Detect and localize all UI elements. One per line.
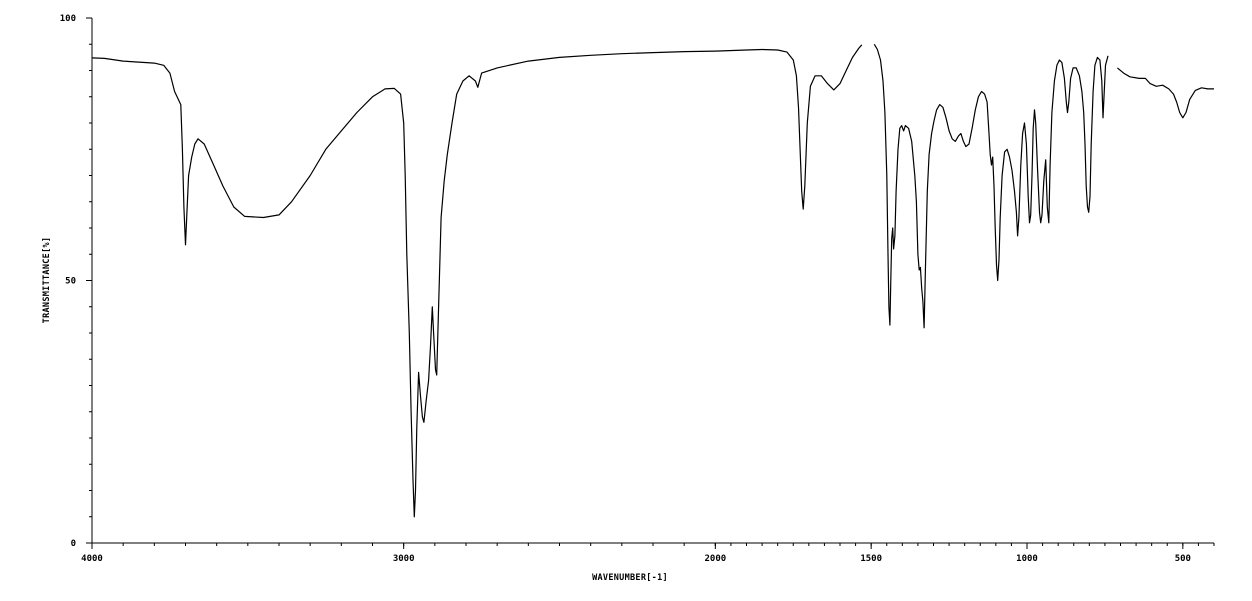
y-axis-title: TRANSMITTANCE[%]: [42, 237, 52, 324]
x-tick-label: 1000: [1016, 554, 1038, 564]
y-tick-label: 50: [65, 277, 76, 287]
axes: [89, 17, 1215, 546]
x-tick-labels: 4000 3000 2000 1500 1000 500: [81, 543, 1191, 564]
plot-lines: [91, 43, 1214, 518]
x-tick-label: 3000: [393, 554, 415, 564]
spectrum-line-segment: [873, 43, 1109, 329]
x-tick-label: 500: [1175, 554, 1191, 564]
spectrum-line-segment: [1117, 67, 1214, 119]
y-tick-labels: 0 50 100: [60, 14, 92, 549]
y-tick-label: 100: [60, 14, 76, 24]
y-tick-label: 0: [71, 539, 76, 549]
x-axis-title: WAVENUMBER[-1]: [592, 573, 668, 583]
x-tick-label: 1500: [860, 554, 882, 564]
x-tick-label: 2000: [704, 554, 726, 564]
x-tick-label: 4000: [81, 554, 103, 564]
spectrum-line-segment: [91, 44, 863, 518]
minor-ticks: [89, 17, 1215, 546]
